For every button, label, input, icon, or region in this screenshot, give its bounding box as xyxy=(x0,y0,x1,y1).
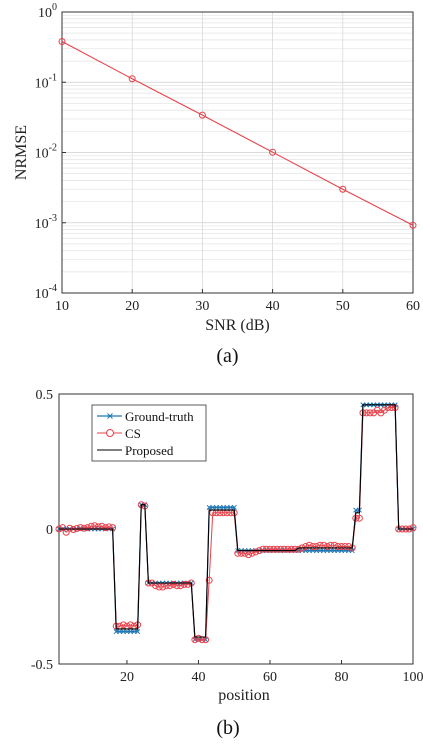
y-tick-label: -0.5 xyxy=(31,658,53,673)
x-tick-label: 40 xyxy=(191,670,205,685)
cs-marker xyxy=(262,545,270,553)
legend-marker-ground-truth xyxy=(107,413,113,419)
cs-marker xyxy=(127,621,135,629)
cs-marker xyxy=(277,545,285,553)
x-axis-label: SNR (dB) xyxy=(205,317,269,334)
y-axis-label: NRMSE xyxy=(13,125,30,180)
cs-marker xyxy=(341,543,349,551)
series-proposed-line xyxy=(59,404,413,638)
panel-label-b: (b) xyxy=(216,717,239,739)
cs-marker xyxy=(205,576,213,584)
chart-b: 20 40 60 80 100 0.5 0 -0.5 position Ground-truth C… xyxy=(31,388,423,739)
x-tick-label: 60 xyxy=(406,299,420,314)
data-point xyxy=(128,75,136,83)
cs-marker xyxy=(180,580,188,588)
x-tick-label: 40 xyxy=(266,299,280,314)
cs-marker xyxy=(284,545,292,553)
y-tick-base: 10 xyxy=(35,217,49,232)
y-tick-exponent: -1 xyxy=(49,72,57,83)
data-point xyxy=(198,111,206,119)
cs-marker xyxy=(159,583,167,591)
x-tick-label: 50 xyxy=(336,299,350,314)
cs-marker xyxy=(94,523,102,531)
cs-marker xyxy=(280,545,288,553)
y-tick-label: 0.5 xyxy=(36,388,54,403)
cs-marker xyxy=(66,524,74,532)
cs-marker xyxy=(259,545,267,553)
panel-label-a: (a) xyxy=(216,345,238,367)
y-tick-label: 100 xyxy=(38,2,57,21)
cs-marker xyxy=(363,409,371,417)
cs-marker xyxy=(270,545,278,553)
cs-marker xyxy=(119,621,127,629)
legend-label-proposed: Proposed xyxy=(125,443,174,458)
cs-marker xyxy=(245,551,253,559)
series-line xyxy=(61,41,414,226)
legend-label-cs: CS xyxy=(125,426,141,441)
y-tick-base: 10 xyxy=(35,287,49,302)
y-tick-exponent: -2 xyxy=(49,143,57,154)
y-tick-exponent: 0 xyxy=(52,2,57,13)
y-tick-label: 10-2 xyxy=(35,143,57,162)
y-tick-base: 10 xyxy=(35,147,49,162)
cs-marker xyxy=(80,524,88,532)
cs-marker xyxy=(184,580,192,588)
data-point xyxy=(409,221,417,229)
cs-marker xyxy=(59,524,67,532)
x-tick-label: 10 xyxy=(55,299,69,314)
data-point xyxy=(339,185,347,193)
cs-marker xyxy=(169,580,177,588)
y-tick-label: 0 xyxy=(46,523,53,538)
cs-marker xyxy=(252,548,260,556)
ground-truth-marker xyxy=(231,504,237,510)
ground-truth-marker xyxy=(135,629,141,635)
cs-marker xyxy=(302,543,310,551)
y-tick-exponent: -3 xyxy=(49,213,57,224)
legend: Ground-truth CS Proposed xyxy=(91,404,207,462)
cs-marker xyxy=(105,523,113,531)
x-tick-label: 80 xyxy=(334,670,348,685)
cs-marker xyxy=(334,543,342,551)
y-tick-label: 10-4 xyxy=(35,283,57,302)
cs-marker xyxy=(291,545,299,553)
cs-marker xyxy=(194,634,202,642)
x-tick-label: 20 xyxy=(120,670,134,685)
cs-marker xyxy=(337,543,345,551)
x-tick-label: 20 xyxy=(125,299,139,314)
cs-marker xyxy=(355,514,363,522)
cs-marker xyxy=(323,543,331,551)
cs-marker xyxy=(309,543,317,551)
x-tick-label: 60 xyxy=(263,670,277,685)
cs-marker xyxy=(155,583,163,591)
cs-marker xyxy=(295,545,303,553)
cs-marker xyxy=(345,543,353,551)
cs-marker xyxy=(84,524,92,532)
cs-marker xyxy=(366,409,374,417)
cs-marker xyxy=(101,524,109,532)
legend-label-ground-truth: Ground-truth xyxy=(125,409,194,424)
y-tick-base: 10 xyxy=(35,76,49,91)
y-tick-label: 10-1 xyxy=(35,72,57,91)
x-axis-label: position xyxy=(218,687,270,704)
legend-marker-cs xyxy=(106,429,114,437)
x-tick-label: 100 xyxy=(403,670,423,685)
x-tick-label: 30 xyxy=(195,299,209,314)
cs-marker xyxy=(76,524,84,532)
y-tick-base: 10 xyxy=(38,6,52,21)
y-tick-exponent: -4 xyxy=(49,283,57,294)
data-point xyxy=(269,148,277,156)
data-point xyxy=(58,38,66,46)
y-tick-label: 10-3 xyxy=(35,213,57,232)
cs-marker xyxy=(312,543,320,551)
cs-marker xyxy=(266,545,274,553)
cs-marker xyxy=(409,524,417,532)
cs-marker xyxy=(273,545,281,553)
cs-marker xyxy=(287,545,295,553)
